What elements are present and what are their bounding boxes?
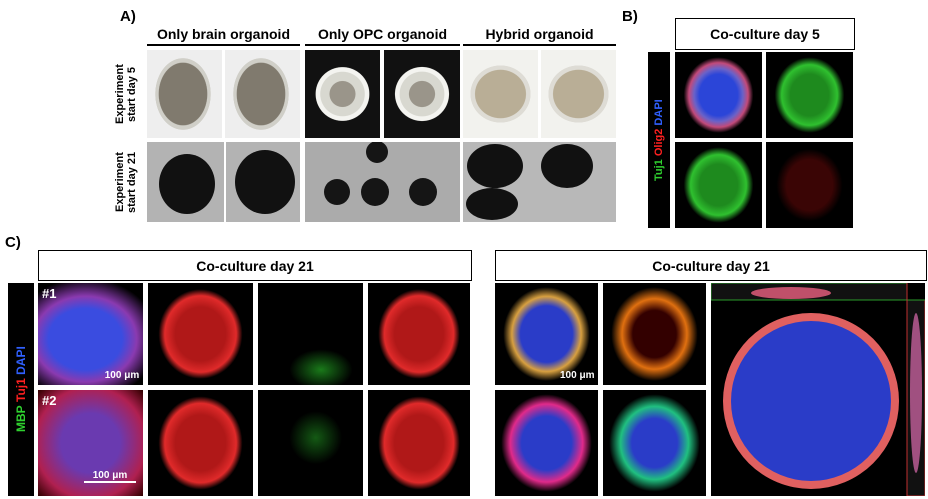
- image: [38, 283, 143, 385]
- image: [495, 390, 598, 496]
- scale-bar: 100 μm: [84, 470, 136, 483]
- sample-label: #2: [42, 393, 57, 408]
- image: [766, 52, 853, 138]
- scale-bar: 100 μm: [560, 370, 595, 381]
- panel-label: C): [5, 234, 21, 251]
- image: [148, 390, 253, 496]
- row-label-line: Experiment: [114, 152, 126, 212]
- orthogonal-view: [711, 283, 925, 496]
- stain: Tuj1: [14, 378, 28, 403]
- image: [258, 283, 363, 385]
- image: [603, 283, 706, 385]
- stain: DAPI: [14, 346, 28, 376]
- row-label-line: start day 5: [126, 66, 138, 122]
- stain: MBP: [14, 405, 28, 433]
- row-label: Experiment start day 21: [114, 142, 140, 222]
- panel-title: Co-culture day 21: [38, 250, 472, 281]
- stain: DAPI: [653, 99, 665, 126]
- stain: Olig2: [653, 128, 665, 156]
- image: [147, 50, 222, 138]
- scale-bar: 100 μm: [104, 370, 140, 381]
- image: [766, 142, 853, 228]
- column-header: Only brain organoid: [147, 26, 300, 46]
- image: [148, 283, 253, 385]
- stain-label: MBP Tuj1 DAPI: [8, 283, 34, 496]
- image: [38, 390, 143, 496]
- panel-label: B): [622, 8, 638, 25]
- panel-title: Co-culture day 21: [495, 250, 927, 281]
- image: [463, 50, 538, 138]
- image: [675, 142, 762, 228]
- day21-images: [147, 142, 616, 222]
- image: [675, 52, 762, 138]
- image: [368, 283, 470, 385]
- panel-label: A): [120, 8, 136, 25]
- stain: Tuj1: [653, 159, 665, 181]
- image: [384, 50, 460, 138]
- image: [603, 390, 706, 496]
- row-label-line: start day 21: [126, 151, 138, 213]
- column-header: Only OPC organoid: [305, 26, 460, 46]
- image: [495, 283, 598, 385]
- panel-title: Co-culture day 5: [675, 18, 855, 50]
- image: [541, 50, 616, 138]
- column-header: Hybrid organoid: [463, 26, 616, 46]
- sample-label: #1: [42, 286, 57, 301]
- image: [368, 390, 470, 496]
- image: [258, 390, 363, 496]
- image: [225, 50, 300, 138]
- row-label-line: Experiment: [114, 64, 126, 124]
- row-label: Experiment start day 5: [114, 50, 140, 138]
- stain-label: Tuj1 Olig2 DAPI: [648, 52, 670, 228]
- image: [305, 50, 380, 138]
